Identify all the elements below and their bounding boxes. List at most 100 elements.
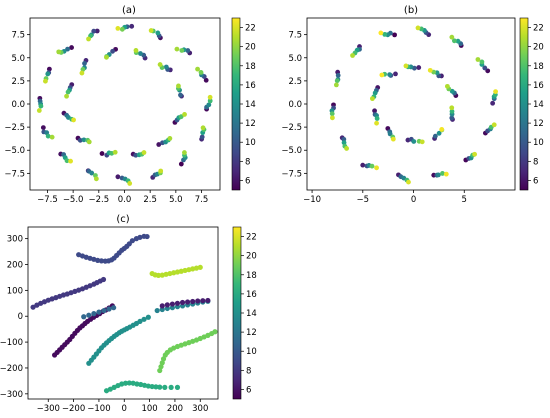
panel-b-point (449, 105, 455, 111)
panel-b-point (350, 53, 355, 58)
panel-b-x-tick-label: 0 (411, 195, 416, 205)
panel-a-point (38, 103, 44, 109)
panel-a-x-tick-label: 0.0 (118, 195, 132, 205)
panel-a-colorbar-tick-label: 8 (245, 157, 250, 167)
panel-c-point (122, 380, 129, 386)
panel-a-axes: −7.5 −5.0 −2.5 0.0 2.5 5.0 7.5 −7.5 −5.0 −2.5 0.0 2… (4, 31, 208, 205)
panel-a-point (112, 149, 118, 155)
panel-a-point (110, 48, 115, 54)
panel-c-point (126, 380, 132, 386)
panel-c-title: (c) (116, 214, 129, 225)
panel-a-point (45, 133, 51, 139)
panel-c-plot-frame (27, 226, 219, 400)
panel-a-point (91, 28, 97, 34)
panel-b-colorbar-tick-label: 10 (533, 138, 544, 148)
panel-b-points (329, 25, 498, 185)
panel-b-point (491, 122, 497, 128)
panel-b-point (370, 96, 375, 102)
panel-a-point (89, 170, 95, 176)
panel-a-point (46, 66, 52, 72)
panel-a-colorbar-tick-label: 20 (245, 43, 256, 53)
panel-c-y-tick-label: −200 (0, 364, 23, 374)
panel-b-plot-frame (306, 17, 516, 191)
panel-a-point (56, 49, 62, 55)
panel-c-point (106, 306, 112, 312)
panel-a-point (182, 150, 187, 155)
panel-b-colorbar-tick-label: 14 (533, 100, 544, 110)
panel-a-point (158, 168, 164, 174)
panel-b-point (393, 71, 398, 77)
panel-c-y-tick-label: −100 (0, 338, 23, 348)
panel-c-colorbar-tick-label: 14 (246, 309, 257, 319)
panel-c-colorbar (232, 226, 242, 400)
panel-b-x-tick-label: 5 (462, 195, 467, 205)
panel-b-x-tick-label: −5 (357, 195, 370, 205)
panel-b-point (449, 88, 455, 94)
panel-b-point (415, 25, 421, 31)
panel-b-point (392, 32, 397, 38)
panel-b-colorbar-tick-label: 22 (533, 24, 544, 34)
panel-a-point (156, 142, 162, 147)
panel-c-y-tick-label: 100 (7, 286, 23, 296)
panel-b-point (490, 100, 496, 106)
panel-c-point (100, 276, 107, 283)
panel-a-y-tick-label: 0.0 (11, 100, 25, 110)
panel-b-point (482, 65, 488, 71)
panel-c-y-tick-label: −300 (0, 390, 23, 400)
panel-c-point (153, 384, 159, 390)
panel-a-point (176, 83, 181, 89)
panel-b-point (451, 38, 457, 44)
panel-c-point (185, 299, 191, 305)
panel-c-y-tick-label: 0 (18, 312, 23, 322)
panel-c-point (145, 383, 151, 389)
panel-a-x-tick-label: 2.5 (143, 195, 157, 205)
panel-c-colorbar-tick-label: 12 (246, 328, 257, 338)
panel-b-point (419, 139, 425, 145)
panel-c-x-tick-label: −300 (37, 404, 60, 414)
panel-b-colorbar-ticks: 6 8 10 12 14 16 18 20 22 (528, 24, 544, 186)
panel-b-y-tick-label: 5.0 (288, 54, 302, 64)
panel-b-point (416, 65, 422, 70)
panel-c-x-tick-label: 100 (141, 404, 157, 414)
panel-c-point (197, 264, 203, 270)
panel-a-point (64, 93, 69, 99)
panel-c-colorbar-tick-label: 6 (246, 385, 251, 395)
panel-c-point (190, 298, 196, 305)
panel-a-point (178, 161, 184, 167)
panel-c-point (81, 314, 87, 320)
panel-b-point (403, 63, 409, 69)
panel-c-x-tick-label: −100 (87, 404, 110, 414)
panel-b-point (472, 151, 478, 157)
panel-a-points (36, 23, 213, 186)
panel-b-y-tick-label: −2.5 (281, 123, 302, 133)
panel-c-point (159, 306, 165, 313)
panel-b-point (432, 133, 438, 139)
panel-c-point (96, 309, 102, 315)
panel-a-point (155, 30, 161, 36)
panel-b-colorbar-tick-label: 18 (533, 62, 544, 72)
panel-c-point (101, 307, 107, 314)
panel-a-point (179, 48, 185, 53)
panel-a-point (86, 36, 91, 42)
panel-b-colorbar-tick-label: 16 (533, 81, 544, 91)
panel-b-y-tick-label: −7.5 (281, 169, 302, 179)
panel-c-point (159, 303, 165, 309)
panel-a-y-tick-label: −7.5 (4, 169, 25, 179)
panel-c-point (174, 300, 181, 306)
panel-a-point (81, 137, 87, 143)
panel-c-point (179, 299, 186, 306)
panel-c-point (205, 297, 211, 304)
panel-c-point (157, 384, 163, 390)
panel-c-colorbar-tick-label: 20 (246, 252, 257, 262)
panel-a-point (182, 112, 187, 117)
panel-c-colorbar-tick-label: 18 (246, 271, 257, 281)
panel-c-points (30, 233, 218, 394)
panel-b-point (436, 130, 442, 136)
panel-a-colorbar-ticks: 6 8 10 12 14 16 18 20 22 (240, 24, 256, 186)
panel-b-point (344, 146, 349, 151)
panel-c-axes: −300 −200 −100 0 100 200 300−300−200−100010020… (0, 235, 208, 414)
panel-b-point (329, 111, 335, 117)
panel-a-x-tick-label: −7.5 (37, 195, 58, 205)
